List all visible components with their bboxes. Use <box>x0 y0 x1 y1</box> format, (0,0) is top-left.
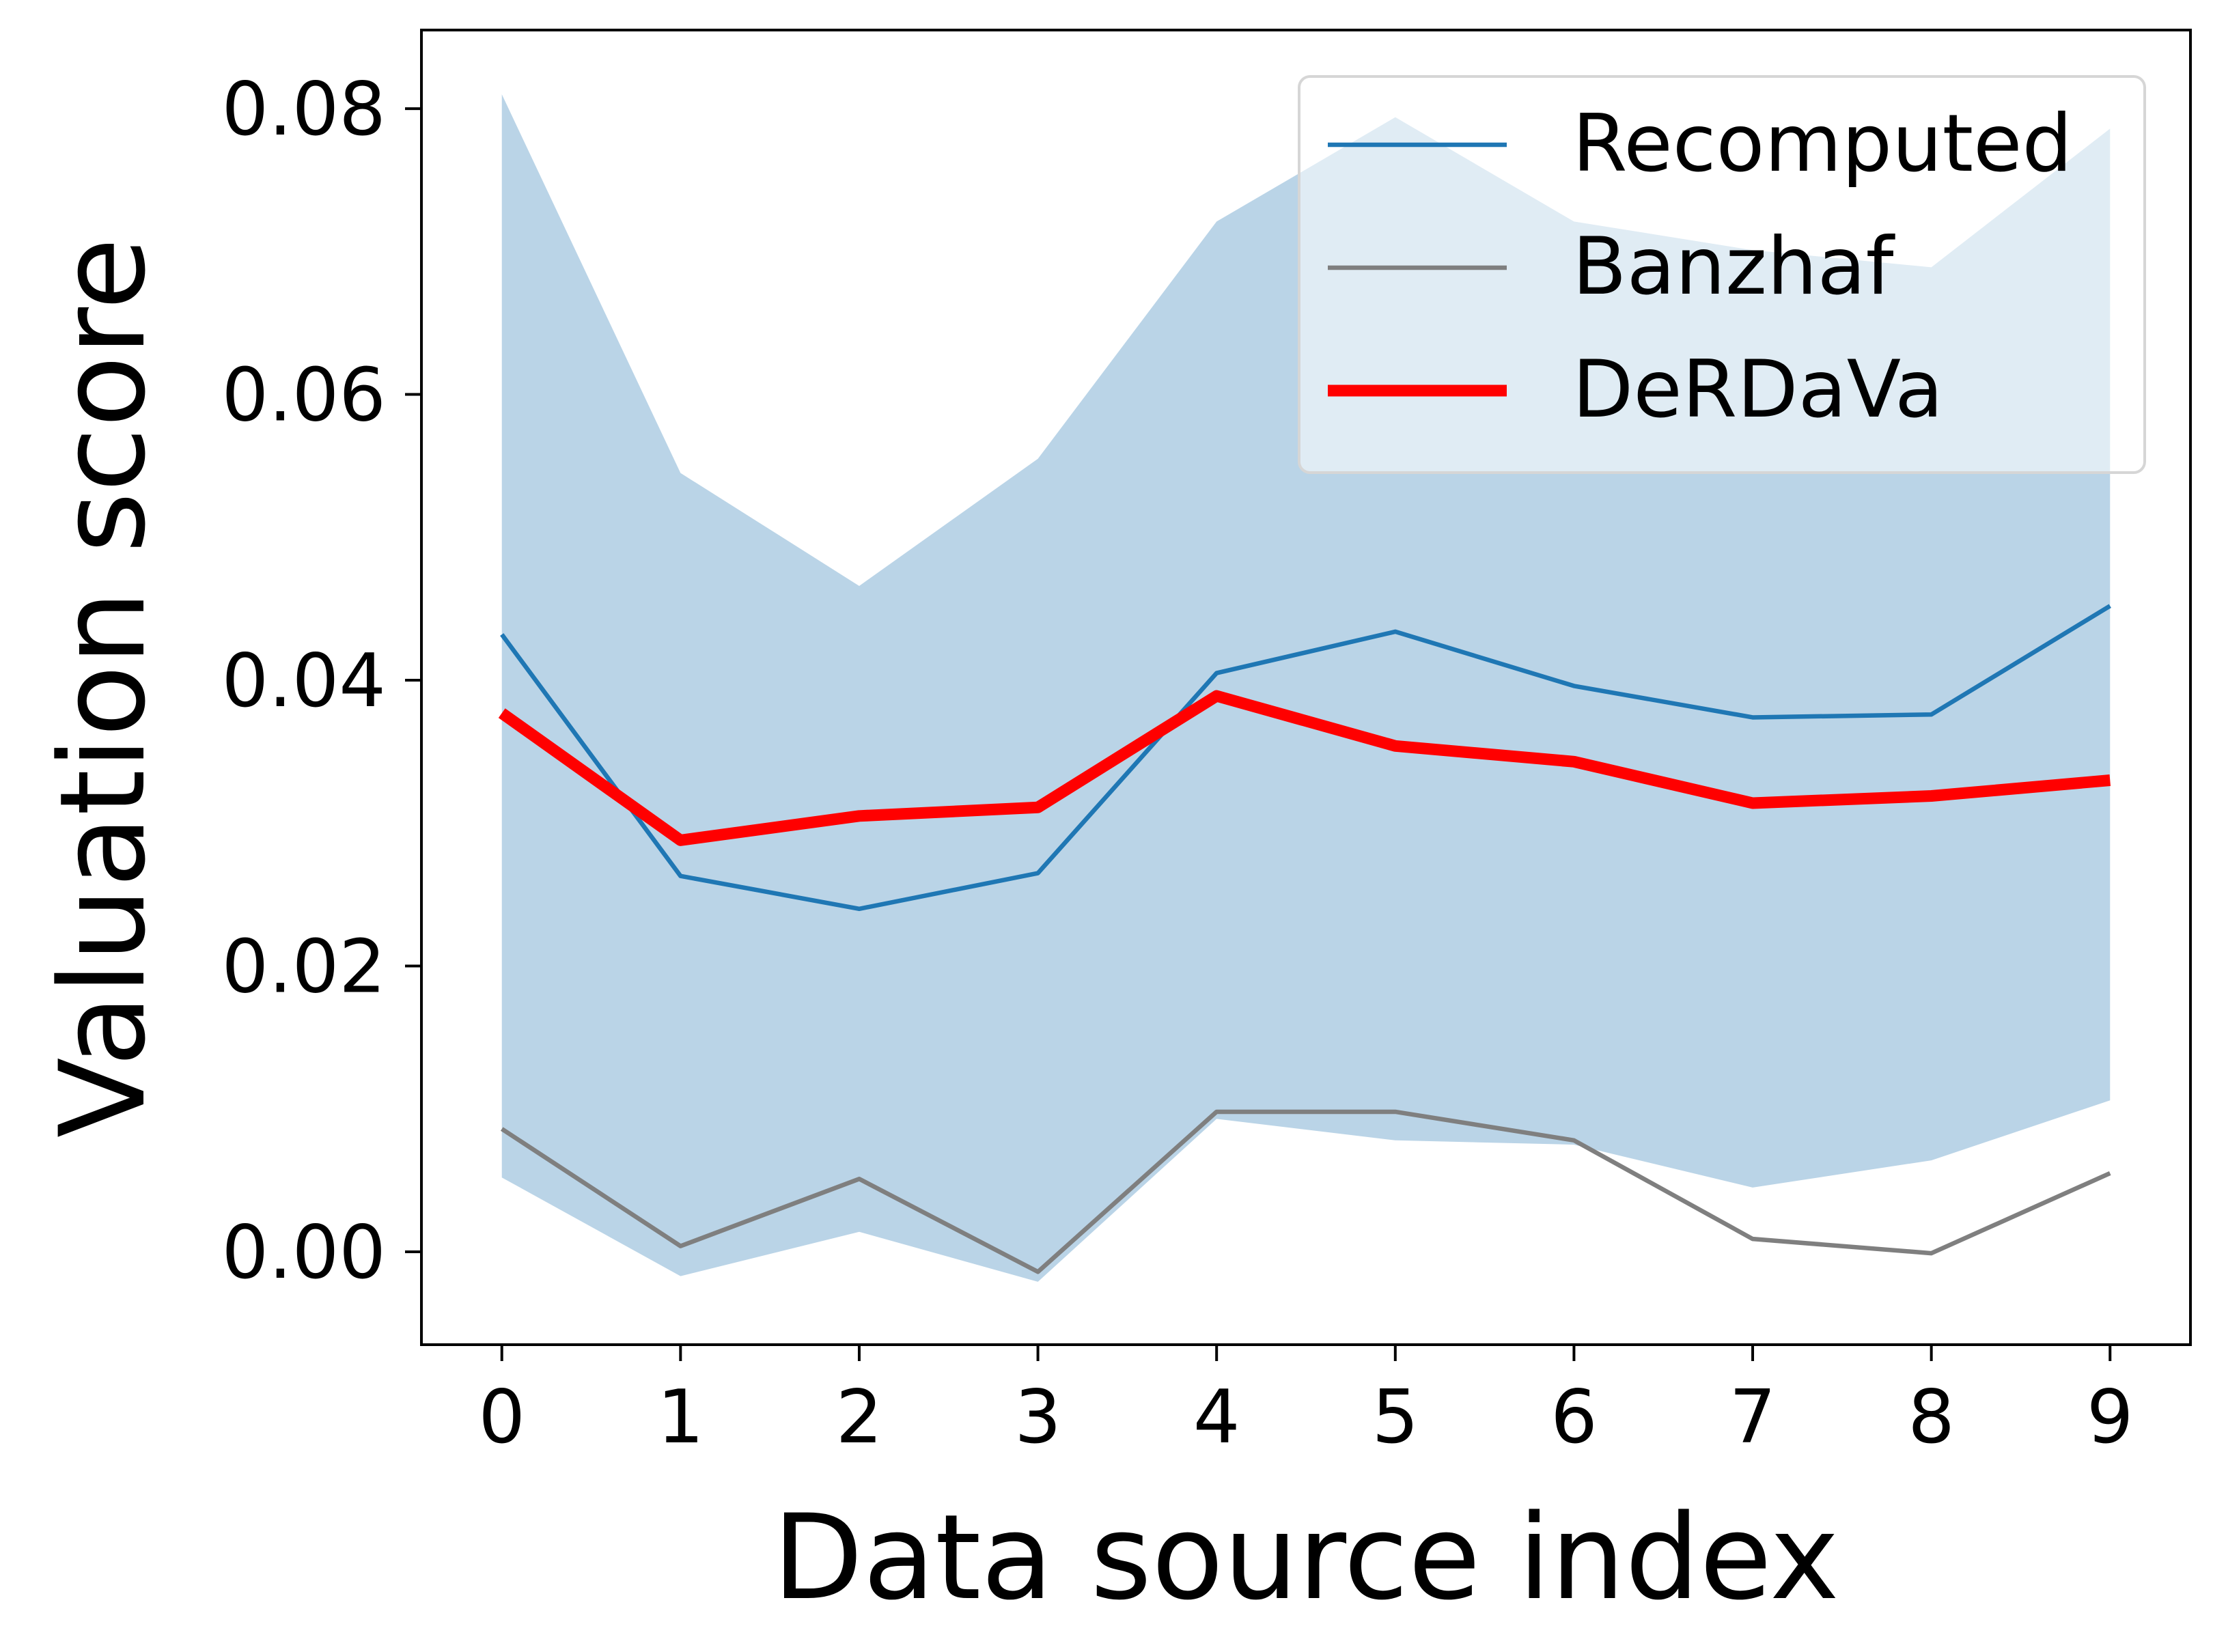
x-tick-label: 7 <box>1729 1375 1777 1460</box>
legend-label-derdava: DeRDaVa <box>1572 344 1943 436</box>
y-tick-label: 0.06 <box>222 353 386 438</box>
legend-label-banzhaf: Banzhaf <box>1572 221 1896 313</box>
x-tick-label: 3 <box>1014 1375 1061 1460</box>
y-tick-label: 0.04 <box>222 639 386 724</box>
series-lines-layer <box>498 604 2111 1274</box>
x-tick-label: 1 <box>657 1375 704 1460</box>
x-tick-label: 2 <box>836 1375 883 1460</box>
x-tick-label: 4 <box>1193 1375 1240 1460</box>
y-tick-label: 0.02 <box>222 925 386 1010</box>
legend: Recomputed Banzhaf DeRDaVa <box>1298 75 2146 474</box>
y-tick-label: 0.08 <box>222 67 386 152</box>
y-axis-ticks: 0.00 0.02 0.04 0.06 0.08 <box>222 67 421 1296</box>
x-axis-label: Data source index <box>773 1489 1839 1626</box>
x-tick-label: 9 <box>2087 1375 2134 1460</box>
series-line-derdava <box>498 690 2111 846</box>
legend-box <box>1298 75 2146 474</box>
x-tick-label: 8 <box>1908 1375 1955 1460</box>
x-axis-ticks: 0 1 2 3 4 5 6 7 8 9 <box>478 1345 2134 1460</box>
axes-frame <box>420 29 2192 1346</box>
x-tick-label: 0 <box>478 1375 525 1460</box>
y-tick-label: 0.00 <box>222 1210 386 1296</box>
series-line-recomputed <box>500 604 2111 912</box>
legend-label-recomputed: Recomputed <box>1572 98 2072 190</box>
y-axis-label: Valuation score <box>34 238 171 1138</box>
x-tick-label: 6 <box>1550 1375 1598 1460</box>
x-tick-label: 5 <box>1372 1375 1419 1460</box>
series-line-banzhaf <box>500 1109 2111 1274</box>
